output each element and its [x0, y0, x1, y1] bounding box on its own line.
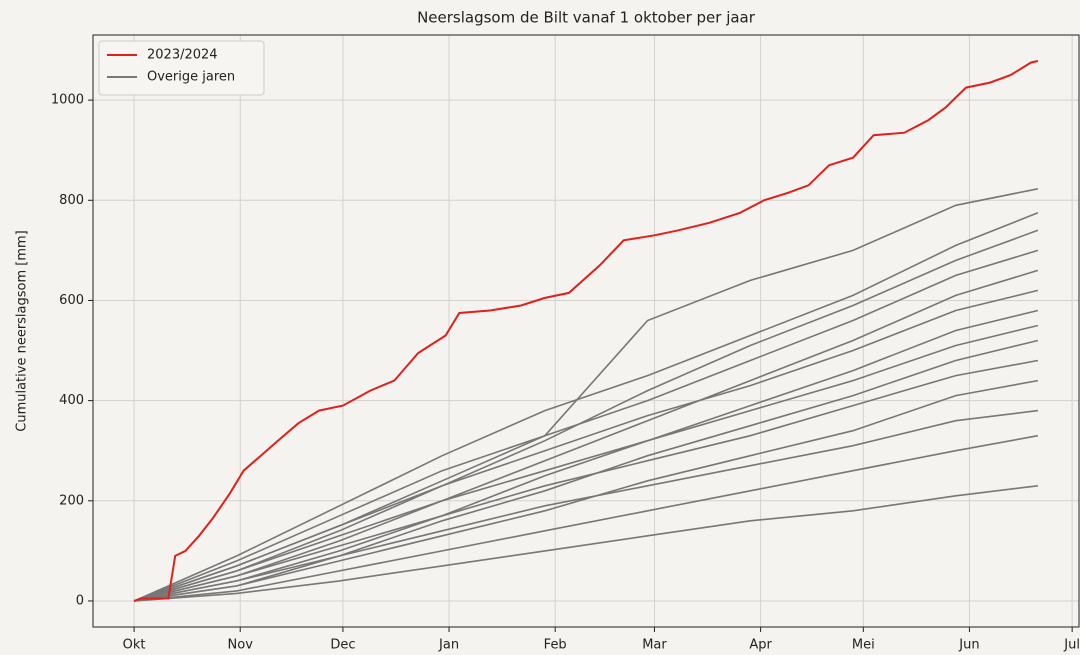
x-tick-label: Jan [438, 638, 459, 653]
y-tick-label: 200 [59, 493, 84, 508]
series-line [133, 269, 1039, 602]
x-tick-label: Okt [123, 638, 146, 653]
x-tick-label: Mei [852, 638, 875, 653]
series-line [133, 324, 1039, 602]
y-tick-label: 800 [59, 193, 84, 208]
series-line [134, 434, 1039, 602]
y-axis-label: Cumulative neerslagsom [mm] [15, 230, 30, 432]
series-line [133, 289, 1039, 602]
legend-box [98, 40, 265, 96]
series-line [133, 229, 1039, 602]
series-line [133, 249, 1039, 602]
legend-label: 2023/2024 [147, 48, 218, 63]
legend-label: Overige jaren [147, 70, 235, 85]
chart-title: Neerslagsom de Bilt vanaf 1 oktober per … [417, 9, 756, 27]
series-line [133, 309, 1039, 602]
x-tick-label: Jul [1063, 638, 1080, 653]
series-line [133, 359, 1039, 602]
y-tick-label: 1000 [51, 93, 84, 108]
x-tick-label: Apr [749, 638, 772, 653]
x-tick-label: Dec [330, 638, 355, 653]
series-line [134, 485, 1038, 602]
series-line [133, 409, 1038, 602]
series-line [133, 60, 1039, 602]
y-tick-label: 600 [59, 293, 84, 308]
y-tick-label: 0 [76, 593, 84, 608]
x-tick-label: Mar [642, 638, 667, 653]
series-line [133, 212, 1039, 602]
y-tick-label: 400 [59, 393, 84, 408]
plot-frame [92, 34, 1080, 628]
x-tick-label: Jun [958, 638, 979, 653]
x-tick-label: Feb [544, 638, 567, 653]
x-tick-label: Nov [228, 638, 254, 653]
